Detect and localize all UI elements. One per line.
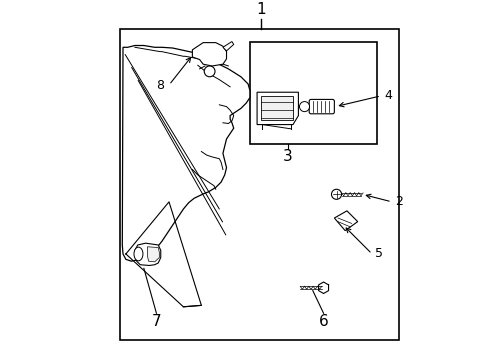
Circle shape [299, 102, 309, 112]
Polygon shape [223, 41, 233, 51]
Polygon shape [334, 211, 357, 231]
Polygon shape [122, 45, 249, 261]
Bar [249, 42, 377, 144]
Text: 6: 6 [318, 314, 328, 329]
Text: 2: 2 [394, 195, 402, 208]
Text: 1: 1 [255, 2, 265, 17]
Text: 3: 3 [282, 149, 292, 165]
Text: 7: 7 [151, 314, 161, 329]
Bar [120, 29, 398, 340]
Text: 8: 8 [156, 78, 163, 91]
Text: 4: 4 [384, 89, 391, 102]
Ellipse shape [134, 247, 142, 261]
Polygon shape [192, 42, 226, 66]
Circle shape [331, 189, 341, 199]
Text: 5: 5 [374, 247, 383, 261]
Polygon shape [135, 243, 161, 265]
Bar [260, 96, 292, 120]
Polygon shape [318, 282, 328, 293]
Polygon shape [257, 92, 298, 125]
Circle shape [204, 66, 215, 77]
FancyBboxPatch shape [308, 99, 334, 114]
Polygon shape [147, 247, 159, 262]
